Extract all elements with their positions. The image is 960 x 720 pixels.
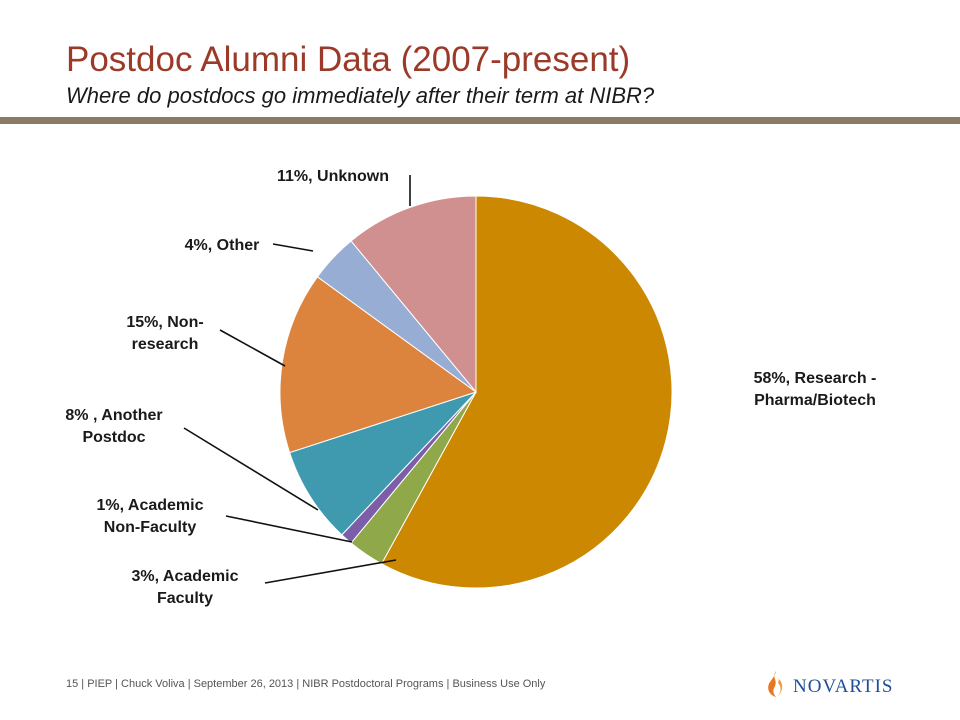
- pie-slice-research-pharma-biotech: [380, 195, 673, 589]
- pie-slices: [279, 195, 673, 589]
- slice-label: 3%, Academic: [131, 568, 238, 585]
- slice-labels: 58%, Research - Pharma/Biotech 3%, Academi…: [65, 168, 876, 607]
- slice-label: 58%, Research -: [754, 370, 877, 387]
- slice-label: 4%, Other: [185, 237, 260, 254]
- pie-chart: 58%, Research - Pharma/Biotech 3%, Academi…: [65, 168, 876, 607]
- slice-label: research: [132, 336, 199, 353]
- leader-line: [264, 559, 397, 584]
- novartis-flame-icon: [768, 671, 783, 697]
- slice-label: 8% , Another: [65, 407, 162, 424]
- slice-label: Postdoc: [82, 429, 145, 446]
- pie-slice-non-research: [279, 276, 478, 454]
- slice-label: 11%, Unknown: [277, 168, 389, 185]
- slide-subtitle: Where do postdocs go immediately after t…: [66, 83, 655, 108]
- leader-lines: [183, 175, 411, 584]
- slice-label: Non-Faculty: [104, 519, 197, 536]
- leader-line: [219, 329, 286, 367]
- leader-line: [272, 243, 314, 252]
- pie-slice-unknown: [350, 195, 477, 394]
- footer-text: 15 | PIEP | Chuck Voliva | September 26,…: [66, 678, 546, 690]
- title-divider: [0, 117, 960, 124]
- slice-label: Pharma/Biotech: [754, 392, 876, 409]
- slide-title: Postdoc Alumni Data (2007-present): [66, 40, 631, 79]
- pie-slice-another-postdoc: [288, 391, 477, 536]
- leader-line: [183, 427, 319, 511]
- slice-label: Faculty: [157, 590, 213, 607]
- novartis-logo: NOVARTIS: [793, 676, 894, 697]
- slice-label: 15%, Non-: [126, 314, 203, 331]
- slice-label: 1%, Academic: [96, 497, 203, 514]
- leader-line: [225, 515, 353, 543]
